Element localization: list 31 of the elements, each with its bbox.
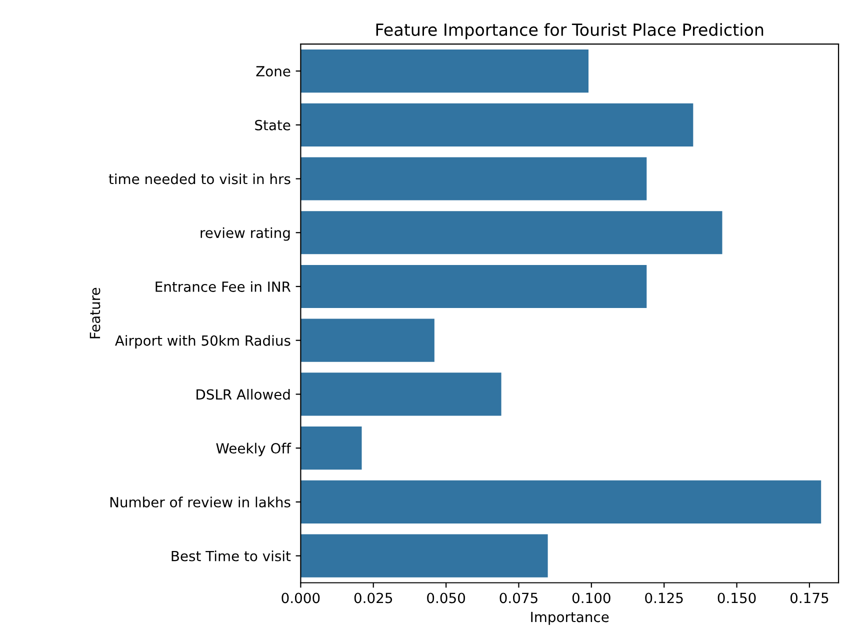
bar: [300, 211, 722, 254]
x-tick-label: 0.000: [282, 592, 320, 604]
x-tick-label: 0.075: [500, 592, 538, 604]
bar: [300, 157, 647, 200]
y-tick-label: DSLR Allowed: [196, 388, 290, 400]
y-tick-label: Entrance Fee in INR: [156, 281, 291, 292]
x-axis-title: Importance: [531, 612, 609, 625]
bar: [300, 534, 548, 578]
y-tick-label: State: [255, 120, 290, 130]
bar: [300, 372, 502, 416]
bar: [300, 264, 647, 308]
y-tick-label: Zone: [256, 66, 290, 77]
y-axis-title: Feature: [90, 288, 100, 338]
y-tick-label: Number of review in lakhs: [110, 496, 290, 508]
y-tick-label: time needed to visit in hrs: [108, 173, 290, 184]
y-tick-label: Weekly Off: [216, 442, 292, 456]
y-tick-label: review rating: [200, 227, 290, 241]
x-tick-label: 0.125: [645, 592, 683, 604]
y-tick-label: Best Time to visit: [172, 550, 291, 562]
x-tick-label: 0.150: [718, 592, 756, 604]
bar: [300, 480, 822, 524]
x-tick-label: 0.100: [572, 592, 610, 604]
x-tick-label: 0.025: [354, 592, 392, 604]
x-tick-label: 0.050: [427, 592, 466, 604]
bar: [300, 49, 589, 93]
bar: [300, 103, 694, 146]
x-tick-label: 0.175: [790, 592, 828, 604]
chart-title: Feature Importance for Tourist Place Prediction: [376, 23, 764, 40]
bar: [300, 318, 434, 362]
bar: [300, 426, 362, 470]
y-tick-label: Airport with 50km Radius: [115, 335, 290, 349]
